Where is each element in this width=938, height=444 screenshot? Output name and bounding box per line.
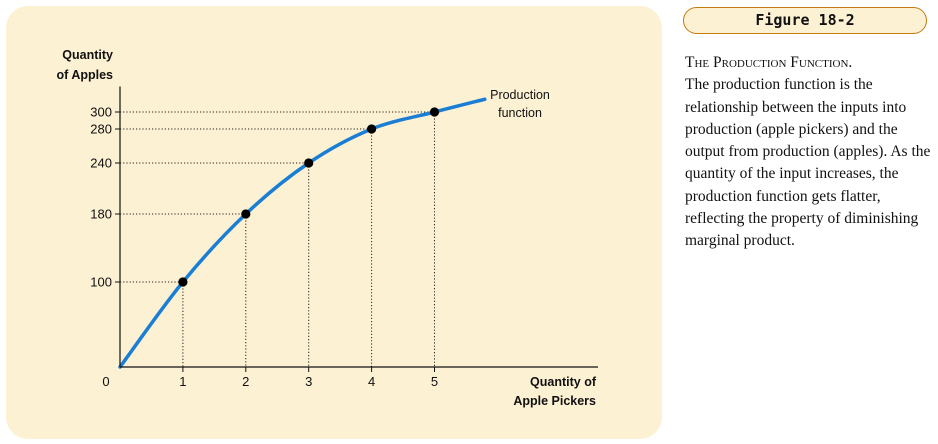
caption-heading: The Production Function. <box>685 54 853 71</box>
y-axis-title-line-1: Quantity <box>62 48 113 62</box>
y-tick-label-280: 280 <box>90 122 112 137</box>
curve-label-line-2: function <box>498 106 542 120</box>
data-point-4 <box>367 124 377 134</box>
y-tick-label-180: 180 <box>90 207 112 222</box>
x-axis-title-line-2: Apple Pickers <box>513 394 596 408</box>
guide-lines <box>120 111 435 367</box>
x-axis-title-line-1: Quantity of <box>530 375 597 389</box>
x-tick-label-3: 3 <box>305 374 312 389</box>
x-tick-label-1: 1 <box>179 374 186 389</box>
caption-body: The production function is the relations… <box>685 76 931 250</box>
y-tick-label-100: 100 <box>90 275 112 290</box>
x-tick-label-4: 4 <box>368 374 375 389</box>
curve-label-line-1: Production <box>490 88 550 102</box>
data-point-5 <box>429 107 440 117</box>
y-axis-title-line-2: of Apples <box>57 68 114 82</box>
data-point-1 <box>178 277 188 287</box>
figure-caption: The Production Function. The production … <box>685 52 935 253</box>
data-point-3 <box>304 158 314 168</box>
x-tick-label-2: 2 <box>242 374 249 389</box>
y-tick-label-240: 240 <box>90 156 112 171</box>
data-point-2 <box>241 209 251 219</box>
production-function-curve <box>118 97 487 369</box>
x-tick-label-5: 5 <box>431 374 438 389</box>
x-tick-label-0: 0 <box>102 374 109 389</box>
axis-ticks: 0 1 2 3 4 5 100 180 240 280 300 <box>90 105 438 390</box>
production-function-chart: 0 1 2 3 4 5 100 180 240 280 300 Quantity of Apples… <box>57 48 599 408</box>
y-tick-label-300: 300 <box>90 105 112 120</box>
marked-points <box>178 107 440 287</box>
figure-number-badge: Figure 18-2 <box>683 7 927 34</box>
